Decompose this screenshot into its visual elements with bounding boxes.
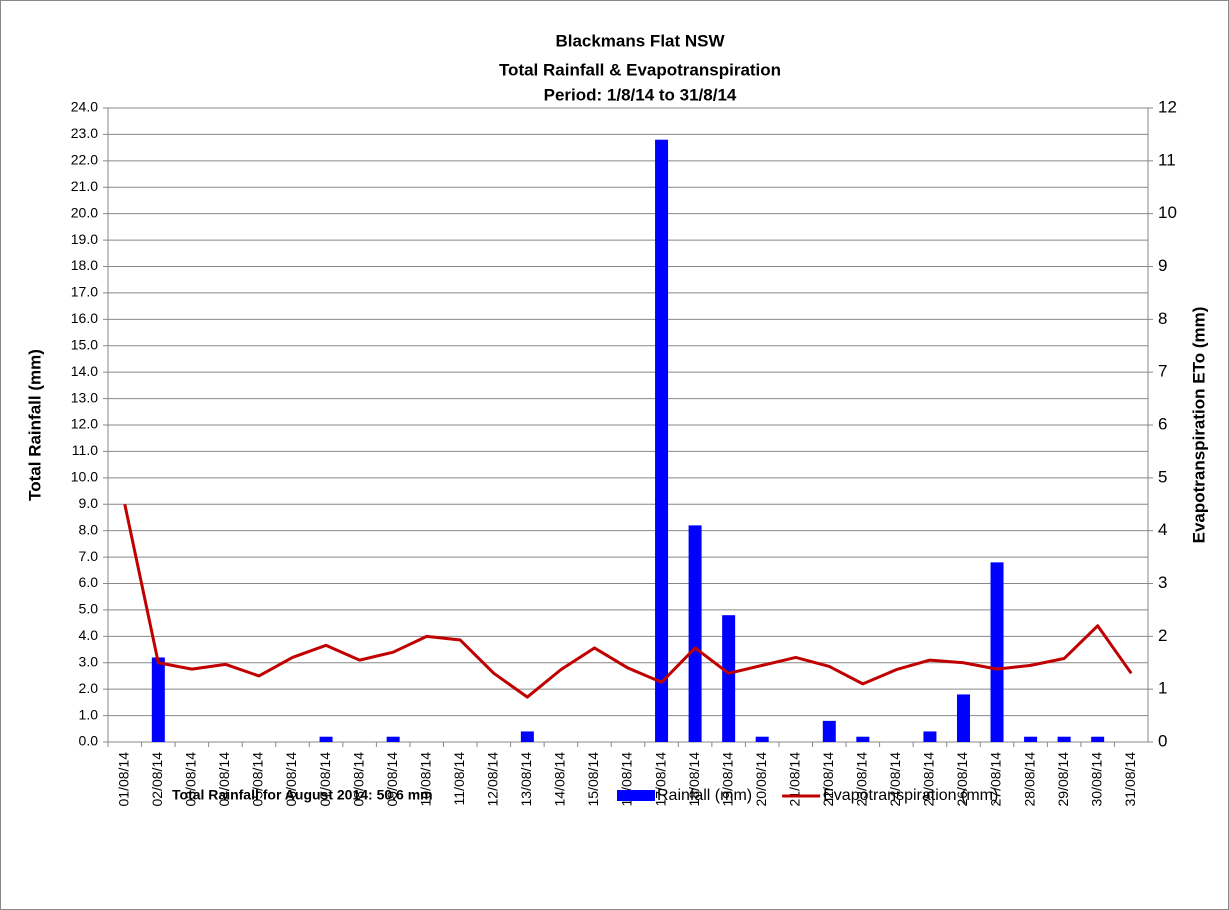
x-tick-label: 02/08/14 bbox=[149, 752, 165, 807]
y-tick-label: 3.0 bbox=[79, 653, 99, 669]
y2-tick-label: 1 bbox=[1158, 679, 1167, 698]
y-tick-label: 20.0 bbox=[71, 204, 98, 220]
y2-tick-label: 5 bbox=[1158, 467, 1167, 486]
y-tick-label: 11.0 bbox=[72, 442, 98, 458]
y-tick-label: 0.0 bbox=[79, 733, 99, 749]
bar bbox=[1057, 736, 1071, 742]
y-tick-label: 12.0 bbox=[71, 416, 98, 432]
y-tick-label: 17.0 bbox=[71, 284, 98, 300]
y2-tick-label: 10 bbox=[1158, 203, 1177, 222]
bar bbox=[956, 694, 970, 742]
y2-tick-label: 3 bbox=[1158, 573, 1167, 592]
x-tick-label: 20/08/14 bbox=[753, 752, 769, 807]
y-tick-label: 13.0 bbox=[71, 389, 98, 405]
y-tick-label: 10.0 bbox=[71, 469, 98, 485]
chart-title: Blackmans Flat NSW bbox=[555, 31, 725, 50]
bar bbox=[1091, 736, 1105, 742]
annotation: Total Rainfall for August 2014: 50.6 mm bbox=[172, 787, 433, 803]
x-tick-label: 17/08/14 bbox=[652, 752, 668, 807]
y-tick-label: 19.0 bbox=[71, 231, 98, 247]
bar bbox=[1024, 736, 1038, 742]
x-tick-label: 21/08/14 bbox=[786, 752, 802, 807]
x-tick-label: 23/08/14 bbox=[854, 752, 870, 807]
chart-subtitle: Total Rainfall & Evapotranspiration bbox=[499, 60, 781, 79]
y2-tick-label: 4 bbox=[1158, 520, 1167, 539]
x-tick-label: 24/08/14 bbox=[887, 752, 903, 807]
chart-subtitle: Period: 1/8/14 to 31/8/14 bbox=[544, 85, 737, 104]
x-tick-label: 12/08/14 bbox=[485, 752, 501, 807]
x-tick-label: 30/08/14 bbox=[1088, 752, 1104, 807]
x-tick-label: 08/08/14 bbox=[350, 752, 366, 807]
bar bbox=[319, 736, 333, 742]
y2-tick-label: 9 bbox=[1158, 256, 1167, 275]
legend-marker bbox=[617, 790, 655, 801]
bar bbox=[151, 657, 165, 742]
y2-tick-label: 6 bbox=[1158, 414, 1167, 433]
bar bbox=[755, 736, 769, 742]
bar bbox=[990, 562, 1004, 742]
bar bbox=[688, 525, 702, 742]
bar bbox=[655, 139, 669, 742]
x-tick-label: 28/08/14 bbox=[1021, 752, 1037, 807]
y2-axis-label: Evapotranspiration ETo (mm) bbox=[1189, 307, 1208, 544]
x-tick-label: 06/08/14 bbox=[283, 752, 299, 807]
legend-label: Rainfall (mm) bbox=[657, 787, 752, 804]
x-tick-label: 04/08/14 bbox=[216, 752, 232, 807]
x-tick-label: 26/08/14 bbox=[954, 752, 970, 807]
y-tick-label: 22.0 bbox=[71, 152, 98, 168]
x-tick-label: 19/08/14 bbox=[719, 752, 735, 807]
bar bbox=[722, 615, 736, 742]
x-tick-label: 29/08/14 bbox=[1055, 752, 1071, 807]
x-tick-label: 11/08/14 bbox=[451, 752, 467, 806]
y2-tick-label: 8 bbox=[1158, 309, 1167, 328]
y-tick-label: 4.0 bbox=[79, 627, 99, 643]
y-tick-label: 2.0 bbox=[79, 680, 99, 696]
line bbox=[123, 503, 1133, 699]
x-tick-label: 14/08/14 bbox=[552, 752, 568, 807]
y-tick-label: 1.0 bbox=[79, 706, 99, 722]
bar bbox=[923, 731, 937, 742]
x-tick-label: 27/08/14 bbox=[988, 752, 1004, 807]
x-tick-label: 18/08/14 bbox=[686, 752, 702, 807]
legend-label: Evapotranspiration (mm) bbox=[823, 787, 998, 804]
y-tick-label: 18.0 bbox=[71, 257, 98, 273]
y-tick-label: 9.0 bbox=[79, 495, 99, 511]
x-tick-label: 10/08/14 bbox=[417, 752, 433, 807]
y2-tick-label: 2 bbox=[1158, 626, 1167, 645]
y-tick-label: 16.0 bbox=[71, 310, 98, 326]
x-tick-label: 25/08/14 bbox=[921, 752, 937, 807]
x-tick-label: 15/08/14 bbox=[585, 752, 601, 807]
bar bbox=[520, 731, 534, 742]
x-tick-label: 09/08/14 bbox=[384, 752, 400, 807]
x-tick-label: 07/08/14 bbox=[317, 752, 333, 807]
x-tick-label: 03/08/14 bbox=[183, 752, 199, 807]
y-tick-label: 14.0 bbox=[71, 363, 98, 379]
y2-tick-label: 0 bbox=[1158, 731, 1167, 750]
x-tick-label: 05/08/14 bbox=[250, 752, 266, 807]
y-tick-label: 24.0 bbox=[71, 99, 98, 115]
y2-tick-label: 7 bbox=[1158, 362, 1167, 381]
y-tick-label: 15.0 bbox=[71, 336, 98, 352]
y-tick-label: 8.0 bbox=[79, 521, 99, 537]
x-tick-label: 31/08/14 bbox=[1122, 752, 1138, 807]
y-tick-label: 7.0 bbox=[79, 548, 99, 564]
bar bbox=[856, 736, 870, 742]
x-tick-label: 13/08/14 bbox=[518, 752, 534, 807]
bar bbox=[386, 736, 400, 742]
x-tick-label: 22/08/14 bbox=[820, 752, 836, 807]
y2-tick-label: 12 bbox=[1158, 97, 1177, 116]
y-tick-label: 23.0 bbox=[71, 125, 98, 141]
x-tick-label: 01/08/14 bbox=[115, 752, 131, 807]
y-tick-label: 6.0 bbox=[79, 574, 99, 590]
y-tick-label: 21.0 bbox=[71, 178, 98, 194]
y2-tick-label: 11 bbox=[1158, 150, 1176, 169]
y-tick-label: 5.0 bbox=[79, 601, 99, 617]
y-axis-label: Total Rainfall (mm) bbox=[25, 349, 44, 501]
bar bbox=[822, 720, 836, 742]
